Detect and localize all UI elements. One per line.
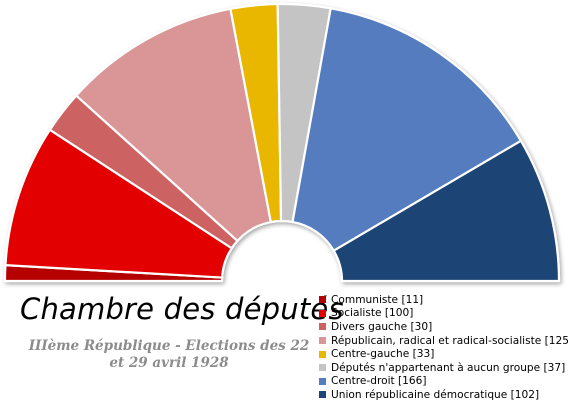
legend-label: Socialiste [100] [331,307,414,320]
legend-item-deputes-n-appartenant-a-aucun-groupe: Députés n'appartenant à aucun groupe [37… [319,361,566,375]
legend-label: Centre-gauche [33] [331,348,435,361]
seat-wedge-socialiste [4,128,233,279]
legend-label: Centre-droit [166] [331,375,427,388]
legend-swatch [319,323,326,331]
legend-item-centre-gauche: Centre-gauche [33] [319,347,564,361]
chart-title: Chambre des députés [20,292,344,326]
legend-swatch [319,309,326,317]
seat-wedge-republicain-radical-et-radical-socialiste [75,7,272,242]
legend-label: Républicain, radical et radical-socialis… [331,334,568,347]
legend-item-union-republicaine-democratique: Union républicaine démocratique [102] [319,388,564,402]
subtitle-line-1: IIIème République - Elections des 22 [28,338,310,354]
legend-label: Communiste [11] [331,293,424,306]
legend-swatch [319,364,326,372]
legend-swatch [319,391,326,399]
legend-item-divers-gauche: Divers gauche [30] [319,320,564,334]
subtitle-line-2: et 29 avril 1928 [109,355,229,371]
legend-label: Union républicaine démocratique [102] [331,388,540,401]
legend-label: Députés n'appartenant à aucun groupe [37… [331,361,566,374]
seat-wedge-centre-droit [291,7,523,252]
legend: Communiste [11] Socialiste [100] Divers ga… [319,293,568,402]
legend-swatch [319,337,326,345]
legend-swatch [319,377,326,385]
legend-swatch [319,350,326,358]
seat-wedge-union-republicaine-democratique [332,139,561,283]
chart-subtitle: IIIème République - Elections des 22 et … [24,338,314,372]
legend-label: Divers gauche [30] [331,320,433,333]
legend-item-socialiste: Socialiste [100] [319,307,564,321]
legend-item-communiste: Communiste [11] [319,293,564,307]
legend-swatch [319,296,326,304]
legend-item-centre-droit: Centre-droit [166] [319,375,564,389]
legend-item-republicain-radical-et-radical-socialiste: Républicain, radical et radical-socialis… [319,334,568,348]
